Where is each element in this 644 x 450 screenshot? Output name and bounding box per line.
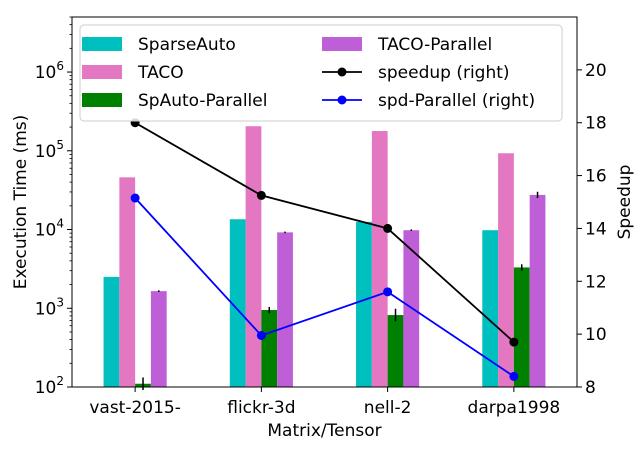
series-point [383, 223, 393, 233]
legend: SparseAuto TACO SpAuto-Parallel TACO-Parall… [79, 24, 563, 122]
y2-tick-label: 18 [585, 114, 607, 134]
bar [277, 232, 293, 387]
bar-layer [103, 126, 546, 391]
series-point [509, 337, 519, 347]
x-tick-label: nell-2 [364, 398, 412, 418]
bar [119, 177, 136, 387]
series-point [256, 330, 266, 340]
legend-swatch [322, 37, 362, 51]
y-axis-label: Execution Time (ms) [11, 115, 31, 290]
bar [103, 276, 120, 387]
y2-axis-label: Speedup [615, 165, 635, 240]
legend-label: SparseAuto [138, 35, 236, 55]
legend-label: TACO [137, 63, 184, 83]
plot-frame [71, 16, 578, 388]
bar [529, 194, 546, 387]
axes: 102 103 104 105 106 8 10 12 14 16 18 20 vast-2015- fl… [11, 16, 635, 441]
y2-tick-label: 10 [585, 325, 607, 345]
y-tick-label: 104 [35, 217, 64, 241]
x-tick-label: darpa1998 [468, 398, 561, 418]
y2-tick-label: 8 [585, 378, 596, 398]
bar [498, 153, 514, 387]
bar [261, 310, 278, 387]
y-tick-label: 103 [35, 295, 64, 319]
series-point [130, 193, 140, 203]
line-layer [130, 118, 519, 381]
x-tick-label: vast-2015- [89, 398, 181, 418]
y2-tick-label: 12 [585, 272, 607, 292]
legend-swatch [82, 93, 122, 107]
x-axis-label: Matrix/Tensor [267, 421, 381, 441]
y-tick-label: 105 [35, 138, 64, 162]
y-tick-label: 106 [35, 59, 64, 83]
x-tick-label: flickr-3d [227, 398, 295, 418]
series-point [383, 287, 393, 297]
bar [150, 291, 167, 387]
bar [245, 126, 262, 387]
legend-box [79, 24, 563, 122]
y2-tick-label: 16 [585, 167, 607, 187]
y2-tick-label: 14 [585, 219, 607, 239]
legend-marker [337, 95, 347, 105]
series-point [256, 190, 266, 200]
series-point [509, 371, 519, 381]
legend-swatch [82, 65, 122, 79]
series-line [134, 197, 515, 378]
y-tick-label: 102 [35, 374, 64, 398]
bar [371, 131, 388, 387]
series-line [134, 121, 515, 343]
y2-tick-label: 20 [585, 61, 607, 81]
legend-label: TACO-Parallel [377, 35, 492, 55]
legend-label: SpAuto-Parallel [138, 91, 267, 111]
legend-swatch [82, 37, 122, 51]
legend-label: speedup (right) [378, 63, 510, 83]
bar [482, 230, 499, 387]
legend-label: spd-Parallel (right) [378, 91, 535, 111]
legend-marker [337, 67, 347, 77]
bar [229, 219, 246, 387]
bar [387, 315, 404, 387]
bar [513, 267, 530, 387]
bar [356, 221, 372, 387]
